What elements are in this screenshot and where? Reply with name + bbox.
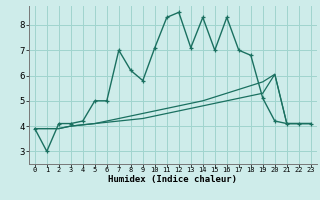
X-axis label: Humidex (Indice chaleur): Humidex (Indice chaleur) [108,175,237,184]
